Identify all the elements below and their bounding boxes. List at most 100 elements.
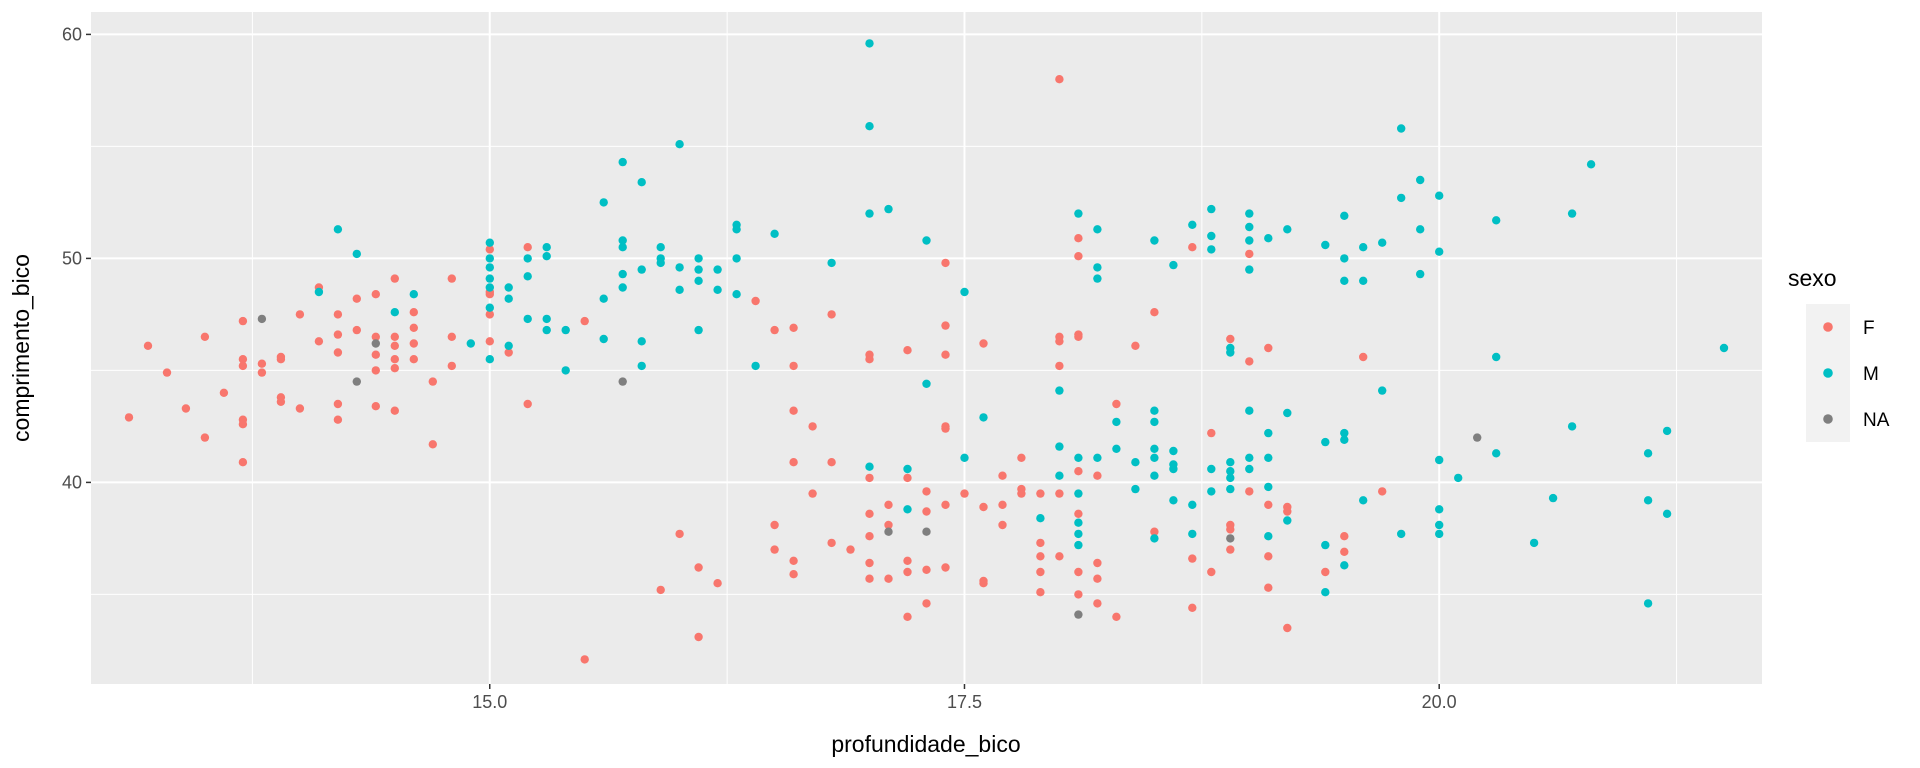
data-point	[1207, 487, 1216, 496]
data-point	[1226, 525, 1235, 534]
data-point	[523, 314, 532, 324]
data-point	[1055, 489, 1064, 498]
data-point	[333, 415, 343, 424]
panel-background	[91, 12, 1762, 684]
data-point	[1321, 588, 1330, 597]
data-point	[865, 39, 874, 48]
data-point	[770, 520, 779, 530]
data-point	[1226, 467, 1235, 476]
data-point	[941, 500, 950, 509]
data-point	[1150, 308, 1159, 317]
data-point	[694, 276, 703, 285]
data-point	[238, 316, 248, 326]
data-point	[1017, 489, 1026, 498]
data-point	[1074, 332, 1083, 341]
data-point	[884, 527, 893, 536]
data-point	[1283, 623, 1292, 633]
data-point	[1188, 500, 1197, 509]
data-point	[1112, 444, 1121, 453]
data-point	[1150, 453, 1159, 462]
data-point	[1226, 458, 1235, 467]
data-point	[485, 337, 494, 346]
data-point	[1074, 209, 1083, 218]
data-point	[979, 339, 988, 348]
data-point	[371, 290, 380, 299]
data-point	[694, 325, 703, 335]
data-point	[238, 420, 248, 429]
data-point	[542, 252, 551, 261]
data-point	[922, 527, 931, 536]
data-point	[523, 254, 532, 263]
data-point	[1131, 458, 1140, 467]
data-point	[1473, 433, 1482, 442]
data-point	[960, 453, 969, 462]
data-point	[504, 283, 513, 292]
data-point	[1340, 561, 1349, 570]
data-point	[1207, 567, 1216, 577]
x-axis-title: profundidade_bico	[831, 731, 1020, 757]
data-point	[333, 310, 343, 319]
data-point	[1492, 352, 1501, 362]
data-point	[1055, 337, 1064, 346]
data-point	[694, 632, 703, 642]
data-point	[1169, 496, 1178, 505]
data-point	[352, 325, 361, 335]
data-point	[485, 263, 494, 272]
data-point	[846, 545, 855, 554]
data-point	[884, 520, 893, 530]
data-point	[1567, 209, 1577, 218]
data-point	[618, 377, 627, 386]
data-point	[1207, 428, 1216, 438]
data-point	[1093, 225, 1102, 234]
data-point	[884, 204, 893, 214]
data-point	[865, 462, 874, 471]
data-point	[922, 507, 931, 516]
data-point	[884, 500, 893, 509]
data-point	[1074, 234, 1083, 243]
data-point	[732, 225, 741, 234]
data-point	[1207, 204, 1216, 214]
data-point	[295, 310, 305, 319]
data-point	[1226, 545, 1235, 554]
data-point	[618, 283, 627, 292]
data-point	[1435, 520, 1444, 530]
data-point	[998, 520, 1007, 530]
data-point	[485, 355, 494, 364]
data-point	[656, 258, 665, 268]
data-point	[1074, 610, 1083, 619]
data-point	[504, 348, 513, 357]
data-point	[865, 209, 874, 218]
x-tick-label: 20.0	[1422, 692, 1457, 712]
data-point	[751, 361, 760, 371]
data-point	[1245, 249, 1254, 259]
data-point	[713, 285, 722, 294]
data-point	[1662, 509, 1672, 518]
data-point	[466, 339, 475, 348]
data-point	[485, 254, 494, 263]
data-point	[1093, 263, 1102, 272]
data-point	[1226, 484, 1235, 494]
data-point	[238, 361, 248, 371]
data-point	[1055, 386, 1064, 395]
data-point	[485, 303, 494, 312]
data-point	[599, 334, 608, 344]
data-point	[1226, 473, 1235, 483]
data-point	[941, 258, 950, 268]
data-point	[561, 366, 570, 375]
data-point	[276, 397, 286, 406]
data-point	[371, 366, 380, 375]
data-point	[1017, 453, 1026, 462]
data-point	[979, 579, 988, 588]
data-point	[238, 355, 248, 364]
data-point	[1321, 567, 1330, 577]
data-point	[789, 406, 798, 415]
data-point	[694, 254, 703, 263]
data-point	[827, 310, 836, 319]
data-point	[1188, 243, 1197, 252]
data-point	[390, 332, 399, 341]
data-point	[827, 258, 836, 268]
data-point	[732, 254, 741, 263]
data-point	[827, 538, 836, 548]
data-point	[1245, 487, 1254, 496]
